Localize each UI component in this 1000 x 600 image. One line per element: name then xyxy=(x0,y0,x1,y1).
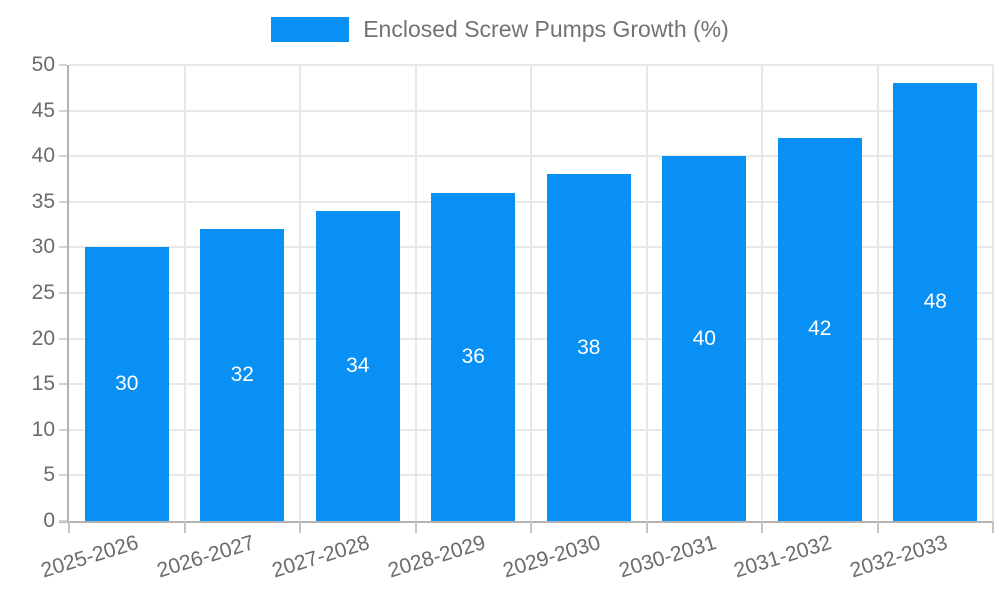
bar-2027-2028[interactable]: 34 xyxy=(315,210,400,521)
x-gridline xyxy=(645,65,648,521)
x-axis-tick xyxy=(645,521,648,533)
y-axis-tick-label: 5 xyxy=(43,463,55,487)
plot-area: 30 32 34 36 38 40 42 48 xyxy=(59,64,994,523)
bar-2031-2032[interactable]: 42 xyxy=(777,137,862,521)
y-axis-tick xyxy=(59,292,67,294)
x-axis-tick-label: 2029-2030 xyxy=(500,531,604,583)
y-axis-tick xyxy=(59,200,67,203)
bar-value-label: 36 xyxy=(461,344,485,368)
y-axis-tick xyxy=(59,337,67,340)
x-axis-tick-label: 2032-2033 xyxy=(847,531,950,583)
x-gridline xyxy=(414,65,417,521)
x-axis-tick xyxy=(530,521,532,533)
bar-value-label: 38 xyxy=(577,335,601,359)
y-axis-tick-label: 10 xyxy=(31,417,55,441)
y-axis-tick xyxy=(59,520,67,522)
y-axis-tick xyxy=(59,246,67,249)
x-axis-tick xyxy=(183,521,186,533)
x-gridline xyxy=(183,65,186,521)
bar-value-label: 40 xyxy=(692,326,716,350)
y-axis-tick xyxy=(59,474,67,477)
y-axis-tick-label: 15 xyxy=(31,372,55,396)
x-axis-tick xyxy=(299,521,301,533)
bar-value-label: 42 xyxy=(808,317,832,341)
y-axis-tick xyxy=(59,155,67,158)
bar-2030-2031[interactable]: 40 xyxy=(662,156,747,521)
x-axis-tick-label: 2025-2026 xyxy=(38,531,142,583)
y-axis-tick xyxy=(59,109,67,112)
bar-2028-2029[interactable]: 36 xyxy=(431,192,516,521)
y-axis-tick-label: 0 xyxy=(43,509,55,532)
y-axis-tick-label: 45 xyxy=(31,98,55,122)
x-axis-tick xyxy=(761,521,763,533)
y-axis-tick-label: 20 xyxy=(31,326,55,350)
bar-2026-2027[interactable]: 32 xyxy=(200,229,285,521)
legend-label: Enclosed Screw Pumps Growth (%) xyxy=(363,16,729,42)
chart-legend[interactable]: Enclosed Screw Pumps Growth (%) xyxy=(0,16,1000,43)
x-axis-tick-label: 2030-2031 xyxy=(616,531,719,583)
y-axis-line xyxy=(67,65,69,521)
bar-value-label: 48 xyxy=(923,290,947,314)
y-axis-tick-label: 25 xyxy=(31,281,55,304)
y-axis-tick-label: 40 xyxy=(31,144,55,168)
x-axis-tick-label: 2026-2027 xyxy=(154,531,257,583)
bar-value-label: 34 xyxy=(346,353,370,377)
x-axis-tick xyxy=(414,521,417,533)
x-axis-tick xyxy=(876,521,879,533)
x-gridline xyxy=(876,65,879,521)
legend-swatch-icon xyxy=(271,17,350,42)
x-axis-tick xyxy=(992,521,994,533)
bar-value-label: 30 xyxy=(115,372,139,396)
y-axis-tick-label: 35 xyxy=(31,189,55,213)
x-axis-tick-label: 2027-2028 xyxy=(269,531,373,583)
y-axis-tick xyxy=(59,64,67,66)
x-axis-line xyxy=(59,521,993,523)
y-axis-tick xyxy=(59,383,67,386)
y-axis-tick-label: 50 xyxy=(31,53,55,76)
y-axis-tick-label: 30 xyxy=(31,235,55,259)
x-axis-tick-label: 2031-2032 xyxy=(731,531,835,583)
x-gridline xyxy=(761,65,763,521)
x-gridline xyxy=(299,65,301,521)
x-axis-tick xyxy=(68,521,70,533)
x-gridline xyxy=(992,65,994,521)
y-axis-tick xyxy=(59,428,67,431)
bar-2032-2033[interactable]: 48 xyxy=(893,83,978,521)
bar-2025-2026[interactable]: 30 xyxy=(84,247,169,521)
x-axis-tick-label: 2028-2029 xyxy=(385,531,488,583)
bar-2029-2030[interactable]: 38 xyxy=(546,174,631,521)
x-gridline xyxy=(530,65,532,521)
bar-value-label: 32 xyxy=(230,363,254,387)
